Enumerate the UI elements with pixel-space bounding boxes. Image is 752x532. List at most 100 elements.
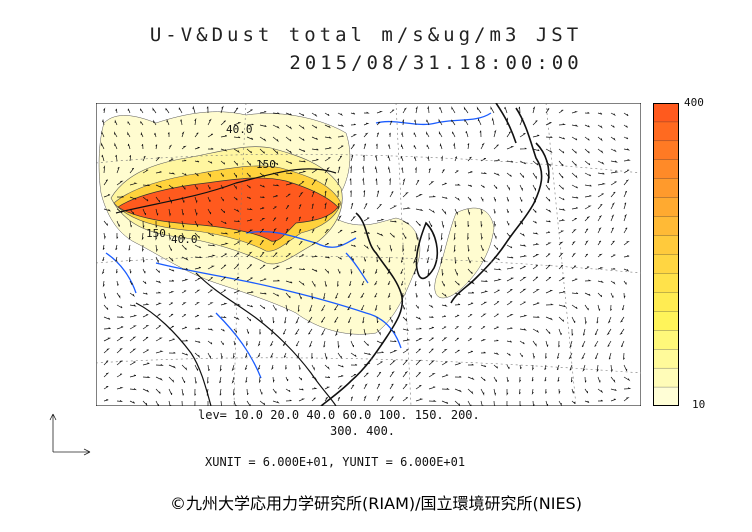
wind-vector — [259, 184, 265, 188]
wind-vector — [207, 147, 214, 150]
wind-vector — [363, 143, 367, 150]
wind-vector — [324, 146, 332, 150]
legend-max-label: 400 — [684, 96, 704, 109]
wind-vector — [623, 292, 626, 299]
wind-vector — [597, 148, 604, 154]
wind-vector — [311, 376, 318, 381]
wind-vector — [233, 328, 238, 333]
wind-vector — [337, 135, 344, 138]
wind-vector — [558, 230, 565, 234]
wind-vector — [272, 279, 280, 282]
wind-vector — [556, 352, 560, 359]
wind-vector — [454, 280, 460, 286]
wind-vector — [532, 276, 539, 282]
wind-vector — [285, 280, 293, 284]
wind-vector — [490, 106, 495, 114]
wind-vector — [101, 154, 105, 162]
wind-vector — [298, 148, 306, 153]
wind-vector — [402, 292, 404, 298]
wind-vector — [441, 361, 448, 366]
wind-vector — [415, 179, 420, 186]
wind-vector — [623, 136, 629, 140]
wind-vector — [155, 364, 164, 366]
wind-vector — [493, 144, 499, 150]
wind-vector — [231, 364, 235, 372]
wind-vector — [220, 400, 223, 406]
wind-vector — [412, 256, 417, 264]
wind-vector — [468, 363, 474, 366]
wind-vector — [427, 105, 430, 114]
wind-vector — [129, 268, 132, 274]
wind-vector — [142, 362, 150, 366]
wind-vector — [129, 292, 135, 297]
wind-vector — [389, 350, 398, 354]
wind-vector — [558, 340, 561, 348]
wind-vector — [337, 190, 339, 198]
wind-vector — [153, 119, 157, 126]
wind-vector — [259, 251, 265, 258]
wind-vector — [259, 316, 263, 323]
wind-vector — [441, 220, 445, 229]
wind-vector — [324, 228, 330, 234]
wind-vector — [493, 220, 496, 228]
wind-vector — [402, 304, 406, 310]
wind-vector — [441, 268, 444, 277]
wind-vector — [415, 220, 421, 227]
wind-vector — [428, 168, 431, 174]
wind-vector — [545, 340, 549, 347]
wind-vector — [584, 160, 591, 166]
wind-vector — [337, 178, 340, 186]
wind-vector — [285, 193, 291, 198]
wind-vector — [467, 256, 471, 264]
wind-vector — [506, 131, 511, 138]
wind-vector — [480, 301, 488, 306]
wind-vector — [259, 196, 265, 198]
wind-vector — [207, 254, 216, 258]
wind-vector — [272, 388, 277, 394]
wind-vector — [532, 208, 537, 213]
wind-vector — [519, 276, 527, 282]
wind-vector — [324, 256, 330, 259]
wind-vector — [115, 244, 118, 251]
contour-levels-line2: 300. 400. — [330, 424, 396, 438]
wind-vector — [428, 337, 434, 342]
wind-vector — [207, 232, 214, 237]
wind-vector — [285, 148, 293, 154]
wind-vector — [103, 327, 111, 330]
wind-vector — [220, 352, 223, 360]
wind-vector — [324, 268, 330, 274]
wind-vector — [467, 196, 472, 202]
wind-vector — [454, 156, 458, 162]
wind-vector — [168, 388, 173, 395]
wind-vector — [298, 254, 305, 258]
wind-vector — [155, 184, 162, 188]
wind-vector — [467, 208, 471, 216]
wind-vector — [102, 256, 105, 262]
wind-vector — [116, 304, 123, 309]
wind-vector — [233, 122, 242, 126]
wind-vector — [324, 190, 327, 198]
wind-vector — [103, 194, 111, 198]
wind-vector — [155, 256, 159, 264]
wind-vector — [415, 398, 424, 402]
wind-vector — [233, 230, 242, 234]
wind-vector — [558, 219, 566, 222]
wind-vector — [233, 107, 239, 114]
wind-vector — [467, 400, 472, 406]
wind-vector — [532, 340, 537, 347]
wind-vector — [571, 328, 574, 336]
wind-vector — [532, 352, 535, 360]
wind-vector — [272, 136, 279, 143]
wind-vector — [519, 254, 528, 258]
wind-vector — [610, 240, 615, 246]
wind-vector — [246, 316, 252, 322]
wind-vector — [532, 364, 534, 371]
wind-vector — [584, 253, 589, 258]
wind-vector — [363, 203, 368, 210]
wind-vector — [363, 122, 370, 126]
wind-vector — [545, 208, 552, 213]
wind-vector — [389, 304, 392, 311]
wind-vector — [480, 256, 486, 263]
wind-vector — [155, 157, 160, 162]
wind-vector — [350, 352, 357, 357]
